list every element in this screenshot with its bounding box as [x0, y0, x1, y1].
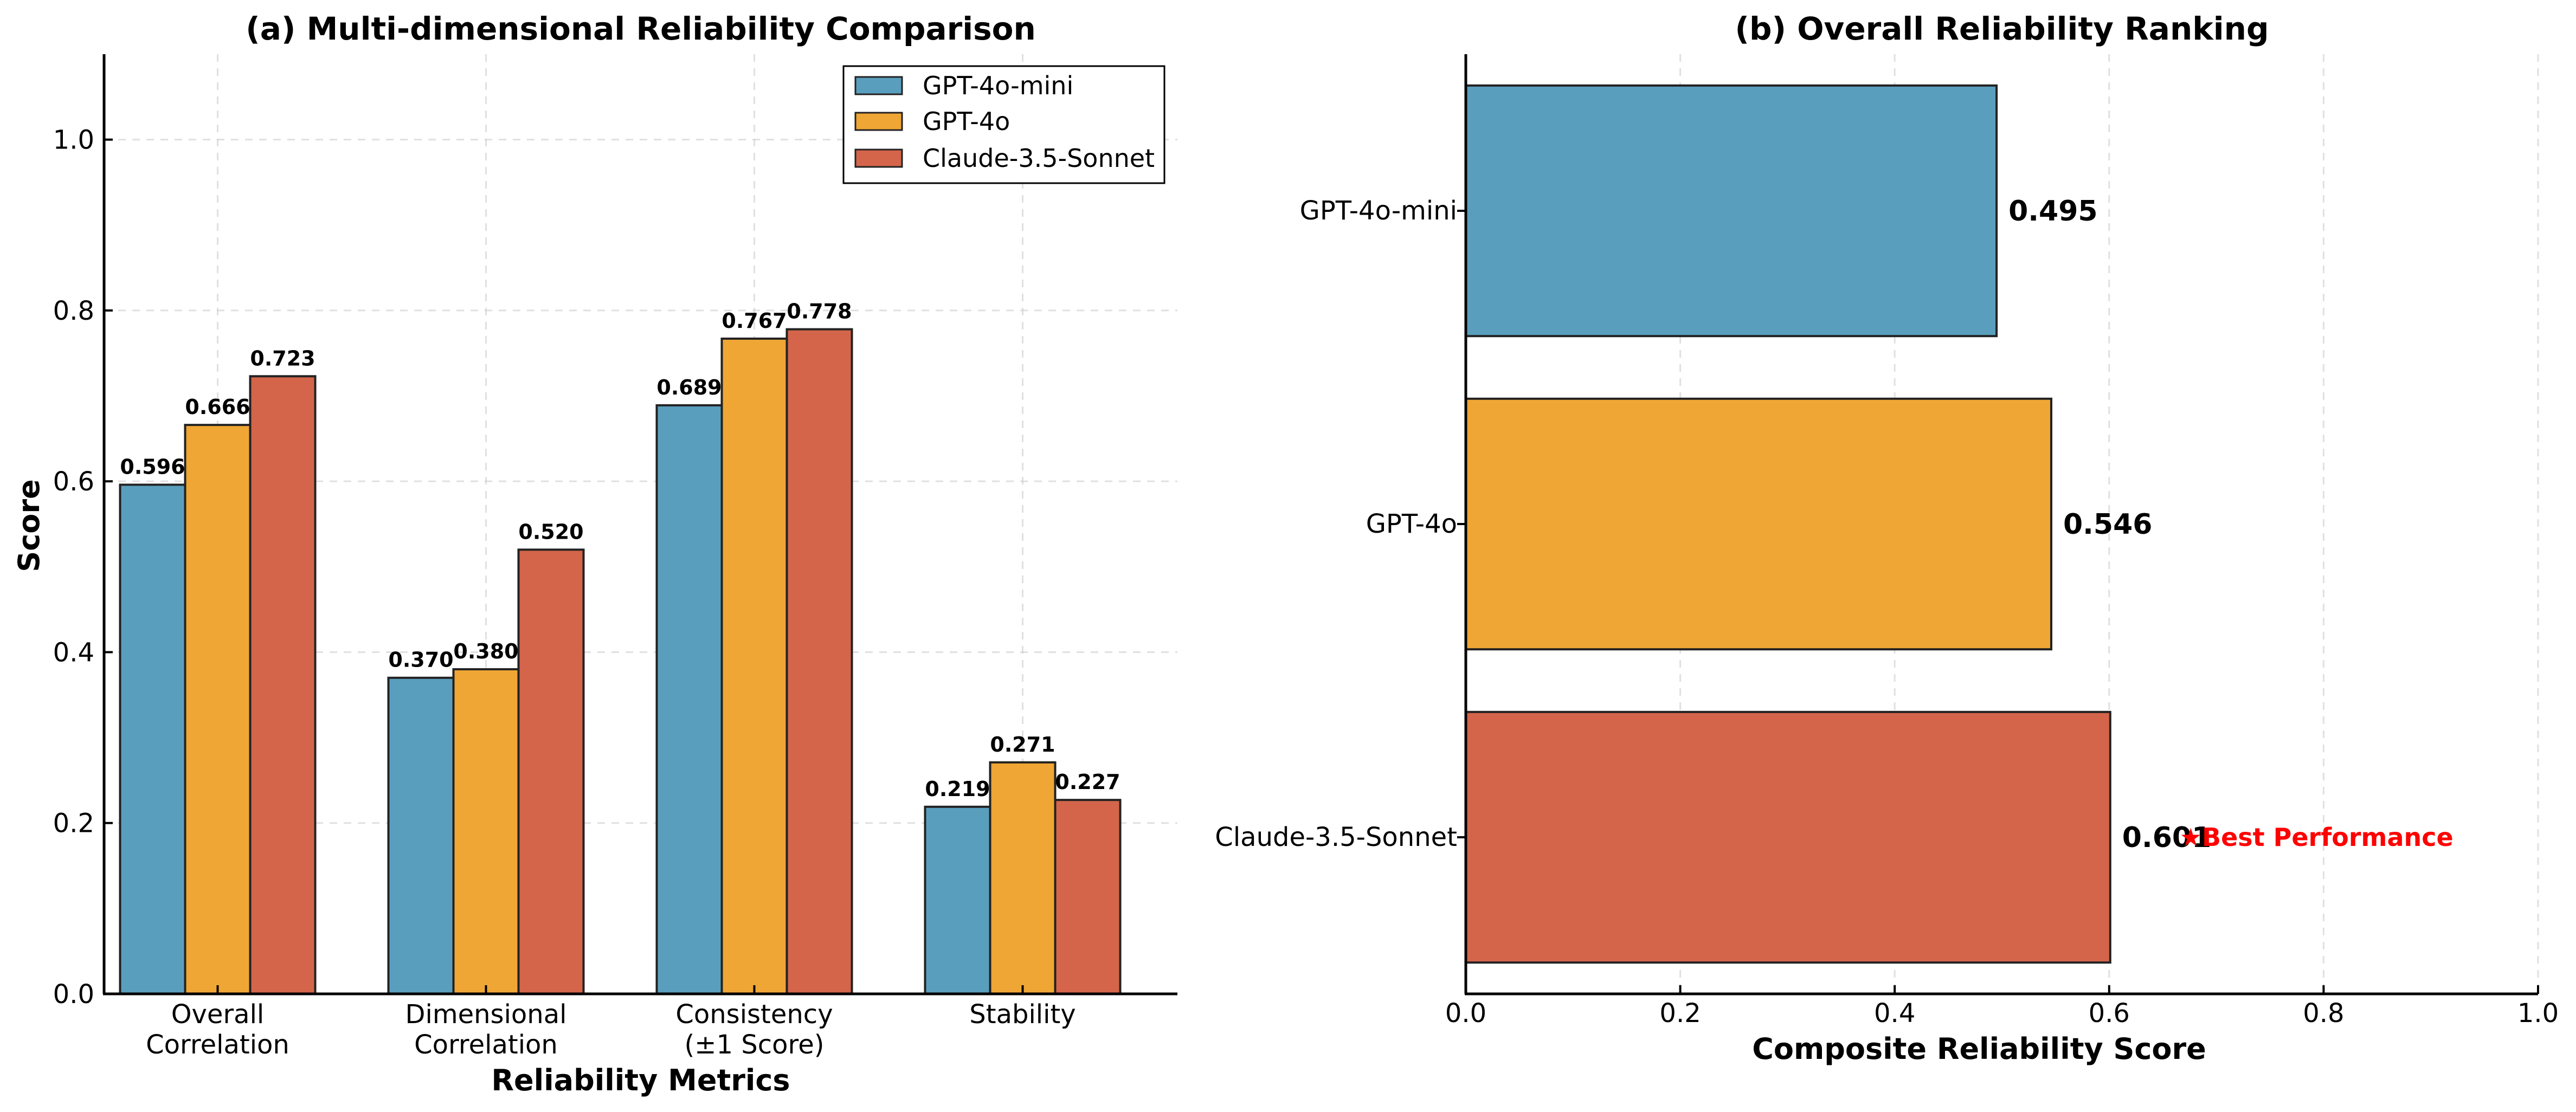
legend-swatch-gpt-4o-mini [854, 76, 903, 95]
data-label-gpt-4o-mini-consistency-1-score: 0.689 [656, 376, 722, 399]
chart-a-y-tick-label: 0.8 [53, 296, 94, 326]
rank-value-label-claude-3-5-sonnet: 0.601 [2122, 822, 2211, 854]
chart-a-x-tick-label: Correlation [146, 1030, 289, 1060]
chart-a-x-tick-label: Dimensional [405, 999, 567, 1030]
chart-b-x-tick-label: 0.4 [1874, 998, 1915, 1029]
chart-a-y-tick-label: 0.4 [53, 637, 94, 668]
data-label-gpt-4o-stability: 0.271 [990, 733, 1055, 757]
data-label-gpt-4o-mini-dimensional-correlation: 0.370 [388, 648, 453, 672]
legend-label-claude-3-5-sonnet: Claude-3.5-Sonnet [923, 144, 1155, 173]
chart-b-overall-ranking: (b) Overall Reliability Ranking 0.495 0.5… [1215, 10, 2559, 1066]
chart-a-title: (a) Multi-dimensional Reliability Compar… [246, 10, 1036, 47]
data-label-claude-3-5-sonnet-dimensional-correlation: 0.520 [518, 520, 583, 544]
data-label-gpt-4o-overall-correlation: 0.666 [185, 395, 250, 419]
bar-gpt-4o-mini-overall-correlation [119, 483, 186, 995]
legend-label-gpt-4o: GPT-4o [923, 107, 1010, 136]
legend-swatch-gpt-4o [854, 112, 903, 131]
chart-a-multi-dimensional-comparison: (a) Multi-dimensional Reliability Compar… [12, 10, 1177, 1097]
chart-a-y-tick-label: 0.2 [53, 809, 94, 839]
bar-gpt-4o-mini-dimensional-correlation [387, 676, 455, 995]
bar-claude-3-5-sonnet-dimensional-correlation [517, 548, 585, 995]
bar-gpt-4o-consistency-1-score [720, 337, 788, 995]
chart-b-y-tick-label: Claude-3.5-Sonnet [1215, 822, 1457, 852]
chart-a-x-tick-label: Stability [969, 999, 1076, 1030]
chart-b-y-tick-label: GPT-4o-mini [1300, 196, 1457, 226]
chart-b-title: (b) Overall Reliability Ranking [1735, 10, 2269, 47]
data-label-gpt-4o-consistency-1-score: 0.767 [722, 309, 787, 333]
chart-a-x-axis-label: Reliability Metrics [491, 1063, 790, 1097]
bar-gpt-4o-dimensional-correlation [452, 668, 520, 995]
data-label-claude-3-5-sonnet-consistency-1-score: 0.778 [787, 300, 852, 324]
bar-gpt-4o-mini-stability [924, 805, 991, 995]
best-performance-annotation: ★Best Performance [2180, 823, 2453, 852]
bar-claude-3-5-sonnet-stability [1054, 799, 1122, 995]
data-label-gpt-4o-mini-stability: 0.219 [925, 777, 990, 801]
bar-gpt-4o-stability [989, 761, 1057, 995]
rank-bar-claude-3-5-sonnet [1465, 710, 2111, 964]
rank-value-label-gpt-4o: 0.546 [2063, 508, 2152, 541]
chart-b-y-tick-label: GPT-4o [1366, 509, 1457, 539]
chart-a-y-tick-label: 0.6 [53, 467, 94, 497]
chart-a-x-tick-label: Overall [171, 999, 265, 1030]
data-label-gpt-4o-mini-overall-correlation: 0.596 [120, 455, 185, 479]
rank-value-label-gpt-4o-mini: 0.495 [2008, 195, 2097, 228]
rank-bar-gpt-4o [1465, 397, 2052, 651]
legend-swatch-claude-3-5-sonnet [854, 148, 903, 168]
chart-a-y-axis-label: Score [12, 479, 46, 572]
chart-b-x-tick-label: 0.8 [2303, 998, 2344, 1029]
bar-gpt-4o-overall-correlation [184, 424, 252, 995]
chart-a-x-tick-label: Correlation [414, 1030, 558, 1060]
legend-label-gpt-4o-mini: GPT-4o-mini [923, 71, 1073, 100]
chart-b-x-tick-label: 1.0 [2517, 998, 2559, 1029]
chart-a-x-tick-label: Consistency [675, 999, 833, 1030]
chart-a-y-tick-label: 0.0 [53, 979, 94, 1010]
chart-a-x-tick-label: (±1 Score) [685, 1030, 825, 1060]
data-label-claude-3-5-sonnet-overall-correlation: 0.723 [250, 346, 315, 370]
chart-a-y-tick-label: 1.0 [53, 125, 94, 156]
bar-gpt-4o-mini-consistency-1-score [655, 404, 723, 995]
chart-b-x-tick-label: 0.6 [2089, 998, 2130, 1029]
data-label-gpt-4o-dimensional-correlation: 0.380 [453, 639, 518, 663]
chart-b-x-tick-label: 0.0 [1445, 998, 1486, 1029]
data-label-claude-3-5-sonnet-stability: 0.227 [1055, 770, 1120, 794]
bar-claude-3-5-sonnet-overall-correlation [249, 375, 317, 995]
rank-bar-gpt-4o-mini [1465, 84, 1998, 338]
chart-b-x-axis-label: Composite Reliability Score [1752, 1032, 2206, 1066]
bar-claude-3-5-sonnet-consistency-1-score [785, 328, 853, 995]
chart-a-legend: GPT-4o-mini GPT-4o Claude-3.5-Sonnet [842, 65, 1165, 184]
chart-b-x-tick-label: 0.2 [1659, 998, 1701, 1029]
